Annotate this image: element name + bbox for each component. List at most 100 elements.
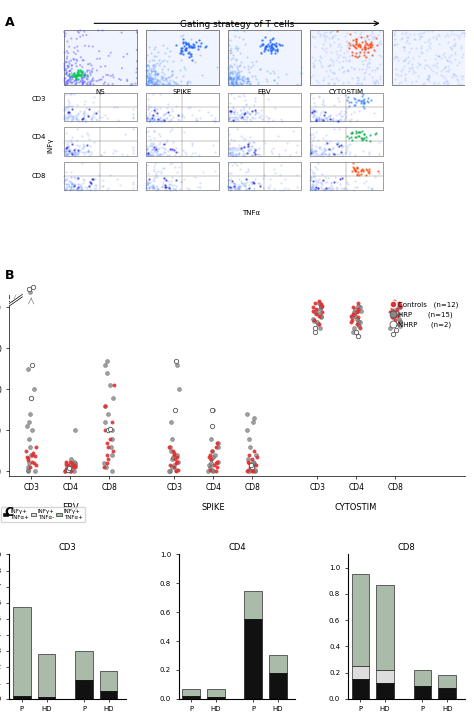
Point	[68, 111, 75, 122]
Point	[226, 143, 233, 155]
Point	[392, 314, 399, 326]
Point	[229, 106, 237, 118]
Point	[269, 66, 276, 77]
Point	[85, 145, 92, 157]
Text: CD8: CD8	[31, 173, 46, 179]
Point	[307, 184, 314, 195]
Bar	[207, 697, 225, 699]
Point	[186, 48, 194, 60]
Point	[227, 104, 234, 116]
Point	[166, 182, 174, 193]
Point	[321, 183, 329, 195]
Point	[457, 40, 465, 51]
Point	[326, 113, 334, 125]
Point	[345, 41, 352, 53]
Point	[167, 145, 174, 157]
Point	[416, 27, 423, 39]
Point	[202, 41, 210, 52]
Point	[229, 52, 237, 63]
Point	[350, 308, 357, 319]
Point	[24, 421, 31, 432]
Point	[123, 48, 131, 60]
Point	[431, 53, 438, 64]
Point	[312, 114, 320, 125]
Point	[75, 116, 82, 127]
Point	[190, 39, 197, 50]
Point	[351, 310, 359, 322]
Point	[408, 42, 415, 53]
Point	[325, 111, 333, 122]
Point	[349, 158, 357, 169]
Point	[228, 61, 236, 73]
Point	[399, 41, 407, 53]
Point	[157, 165, 165, 177]
Point	[229, 75, 237, 86]
Point	[98, 74, 105, 86]
Point	[309, 146, 316, 158]
Point	[161, 108, 168, 120]
Point	[244, 138, 251, 150]
Point	[365, 58, 373, 69]
Point	[231, 113, 239, 125]
Bar	[352, 679, 369, 699]
Point	[165, 441, 173, 453]
Point	[233, 72, 240, 83]
Point	[149, 183, 157, 194]
Point	[146, 147, 154, 158]
Point	[147, 63, 155, 74]
Point	[149, 60, 156, 71]
Point	[330, 67, 338, 78]
Point	[429, 31, 437, 42]
Point	[68, 171, 75, 183]
Point	[149, 88, 157, 100]
Point	[312, 307, 319, 318]
Point	[232, 78, 239, 90]
Point	[24, 363, 32, 374]
Point	[66, 88, 73, 100]
Point	[71, 68, 78, 79]
Point	[312, 145, 320, 157]
Point	[208, 453, 215, 465]
Point	[32, 459, 40, 471]
Point	[447, 49, 455, 61]
Point	[165, 182, 173, 193]
Point	[354, 312, 362, 323]
Point	[352, 43, 359, 54]
Point	[72, 149, 79, 160]
Point	[173, 458, 180, 469]
Point	[400, 42, 407, 53]
Point	[353, 115, 360, 126]
Point	[307, 129, 315, 140]
Point	[80, 76, 87, 88]
Point	[84, 129, 92, 140]
Point	[148, 139, 155, 150]
Point	[63, 46, 71, 57]
Point	[155, 138, 163, 150]
Point	[227, 142, 235, 153]
Point	[231, 31, 239, 42]
Point	[166, 46, 173, 57]
Point	[361, 128, 368, 140]
Point	[149, 73, 156, 84]
Point	[326, 40, 334, 51]
Point	[264, 39, 272, 50]
Point	[371, 45, 378, 56]
Point	[225, 167, 232, 178]
Point	[146, 173, 153, 185]
Point	[363, 164, 371, 175]
Point	[368, 94, 375, 106]
Point	[178, 45, 185, 56]
Point	[67, 180, 74, 191]
Point	[249, 136, 256, 148]
Point	[324, 77, 331, 88]
Point	[152, 143, 160, 155]
Point	[351, 93, 359, 105]
Point	[109, 416, 116, 428]
Point	[429, 66, 437, 77]
Point	[90, 183, 98, 194]
Point	[150, 175, 157, 187]
Point	[336, 114, 344, 125]
Point	[246, 449, 253, 461]
Point	[82, 146, 90, 158]
Point	[84, 110, 91, 121]
